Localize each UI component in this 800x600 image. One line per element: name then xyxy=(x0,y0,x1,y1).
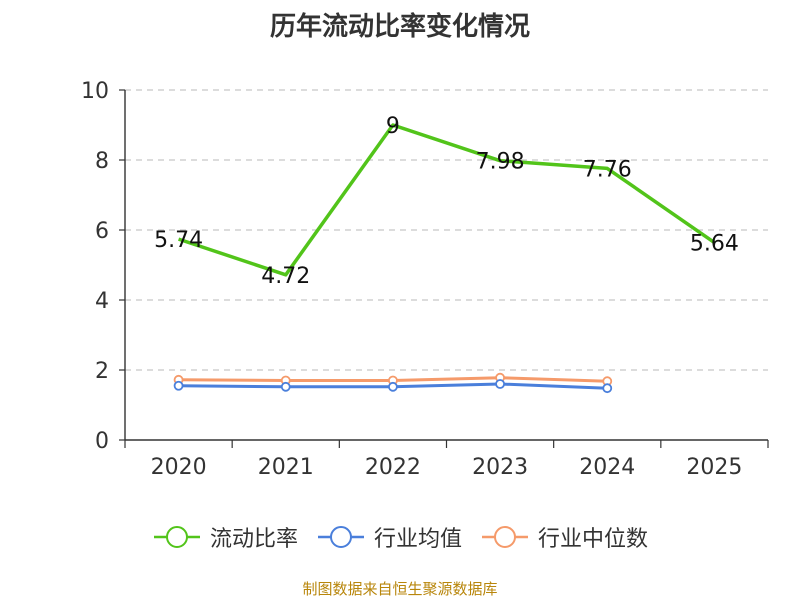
legend-label: 行业中位数 xyxy=(538,527,649,552)
axis-layer: 0 2 4 6 8 10 2020 2021 2022 2023 2024 2025 xyxy=(81,79,769,480)
data-label: 4.72 xyxy=(261,264,310,289)
data-label-layer: 5.74 4.72 9 7.98 7.76 5.64 xyxy=(154,114,739,289)
legend-label: 流动比率 xyxy=(209,527,298,552)
legend-item[interactable]: 流动比率 xyxy=(152,521,298,553)
source-note: 制图数据来自恒生聚源数据库 xyxy=(302,580,498,598)
x-tick-label: 2022 xyxy=(365,455,421,480)
data-label: 9 xyxy=(386,114,400,139)
legend: 流动比率 行业均值 行业中位数 xyxy=(0,520,800,554)
x-tick-label: 2024 xyxy=(579,455,635,480)
legend-marker-icon xyxy=(153,526,200,548)
series-point-1 xyxy=(173,380,184,391)
grid-layer xyxy=(125,89,768,371)
series-point-1 xyxy=(280,381,291,392)
data-label: 5.74 xyxy=(154,228,203,253)
legend-item[interactable]: 行业中位数 xyxy=(480,521,648,553)
series-point-1 xyxy=(602,383,613,394)
x-tick-label: 2025 xyxy=(686,455,742,480)
legend-marker-icon xyxy=(317,526,364,548)
series-point-1 xyxy=(388,381,398,392)
y-tick-label: 10 xyxy=(81,79,109,104)
y-tick-label: 6 xyxy=(95,219,109,244)
chart-title: 历年流动比率变化情况 xyxy=(269,12,530,42)
x-tick-label: 2020 xyxy=(151,455,207,480)
data-label: 7.98 xyxy=(476,150,525,175)
x-tick-label: 2023 xyxy=(472,455,528,480)
series-layer xyxy=(173,123,716,394)
data-label: 7.76 xyxy=(583,157,632,182)
series-point-1 xyxy=(495,379,505,389)
series-line-0 xyxy=(178,123,716,277)
data-label: 5.64 xyxy=(690,232,739,257)
y-tick-label: 2 xyxy=(95,359,109,384)
legend-label: 行业均值 xyxy=(373,527,462,552)
x-tick-label: 2021 xyxy=(258,455,314,480)
y-tick-label: 0 xyxy=(95,429,109,454)
y-tick-label: 4 xyxy=(95,289,109,314)
y-tick-label: 8 xyxy=(95,149,109,174)
legend-marker-icon xyxy=(482,526,528,548)
legend-item[interactable]: 行业均值 xyxy=(316,521,462,553)
